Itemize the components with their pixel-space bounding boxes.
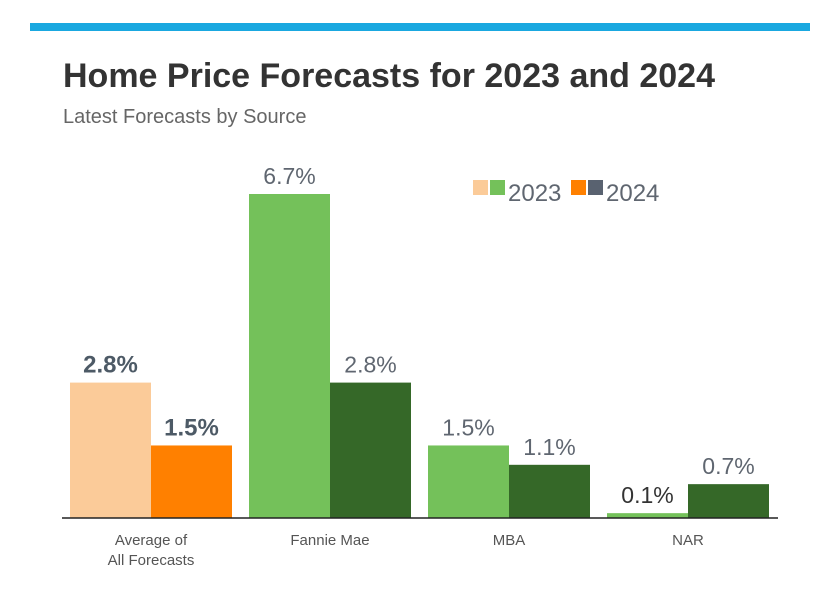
data-label-2023-1: 2.8% [83, 352, 138, 379]
data-label-2023-3: 1.5% [442, 414, 494, 440]
chart-subtitle: Latest Forecasts by Source [63, 106, 307, 128]
bar-2024-3 [509, 464, 590, 518]
category-label-1: Average of All Forecasts [108, 532, 195, 569]
legend-label-2024: 2024 [606, 180, 659, 207]
bar-2024-1 [151, 445, 232, 518]
legend-swatch-2024-1 [571, 180, 586, 195]
category-label-3: MBA [493, 532, 526, 549]
category-label-2: Fannie Mae [290, 532, 369, 549]
data-label-2024-3: 1.1% [523, 434, 575, 460]
bar-2023-2 [249, 194, 330, 518]
bar-2023-4 [607, 513, 688, 518]
bar-2024-2 [330, 382, 411, 518]
bar-2023-1 [70, 382, 151, 518]
legend-swatch-2023-1 [473, 180, 488, 195]
bar-2024-4 [688, 484, 769, 518]
legend-swatch-2023-2 [490, 180, 505, 195]
category-label-4: NAR [672, 532, 704, 549]
data-label-2024-2: 2.8% [344, 352, 396, 378]
data-label-2023-4: 0.1% [621, 482, 673, 508]
data-label-2024-4: 0.7% [702, 453, 754, 479]
data-label-2023-2: 6.7% [263, 163, 315, 189]
legend-label-2023: 2023 [508, 180, 561, 207]
chart-title: Home Price Forecasts for 2023 and 2024 [63, 57, 715, 95]
bar-2023-3 [428, 445, 509, 518]
legend-swatch-2024-2 [588, 180, 603, 195]
header-accent-bar [30, 23, 810, 31]
data-label-2024-1: 1.5% [164, 414, 219, 441]
